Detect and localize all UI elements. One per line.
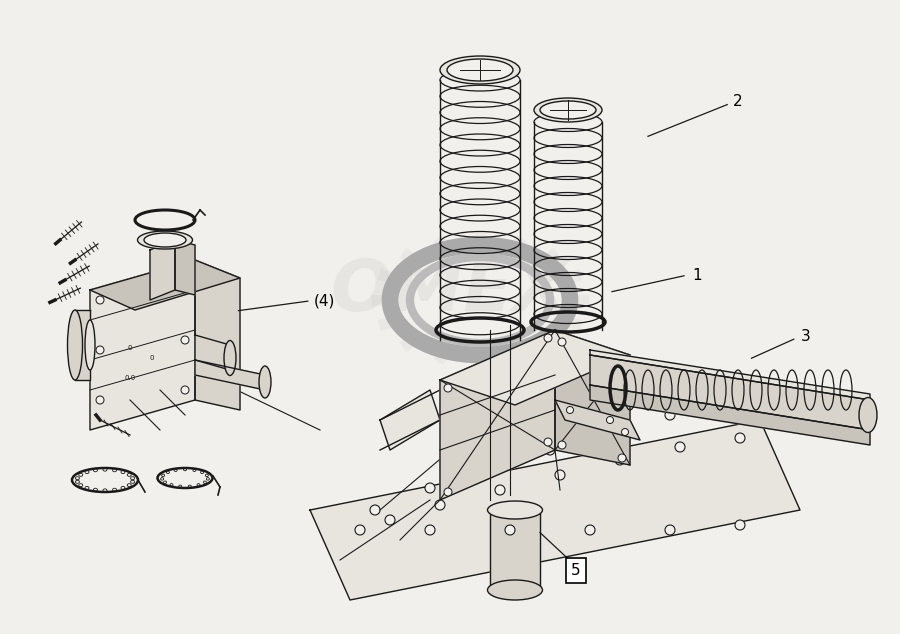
- Ellipse shape: [488, 580, 543, 600]
- Ellipse shape: [224, 340, 236, 375]
- Circle shape: [435, 500, 445, 510]
- Circle shape: [355, 525, 365, 535]
- Polygon shape: [380, 390, 440, 450]
- Circle shape: [545, 445, 555, 455]
- Circle shape: [555, 470, 565, 480]
- Text: 3: 3: [801, 328, 810, 344]
- Circle shape: [425, 483, 435, 493]
- Ellipse shape: [259, 366, 271, 398]
- Circle shape: [495, 485, 505, 495]
- Circle shape: [505, 525, 515, 535]
- Ellipse shape: [488, 501, 543, 519]
- Circle shape: [370, 505, 380, 515]
- Text: OMEX: OMEX: [331, 257, 569, 326]
- Polygon shape: [90, 260, 195, 430]
- Text: 1: 1: [693, 268, 702, 283]
- Circle shape: [181, 386, 189, 394]
- Circle shape: [544, 438, 552, 446]
- Circle shape: [665, 525, 675, 535]
- Text: 5: 5: [572, 563, 580, 578]
- Polygon shape: [195, 335, 230, 370]
- Ellipse shape: [859, 398, 877, 432]
- Circle shape: [544, 334, 552, 342]
- Circle shape: [425, 525, 435, 535]
- Circle shape: [444, 488, 452, 496]
- Circle shape: [735, 520, 745, 530]
- Polygon shape: [590, 350, 870, 400]
- Polygon shape: [590, 355, 870, 430]
- Ellipse shape: [540, 101, 596, 119]
- Ellipse shape: [138, 231, 193, 249]
- Circle shape: [607, 417, 614, 424]
- Polygon shape: [440, 330, 630, 405]
- Text: 0.0: 0.0: [124, 375, 136, 381]
- Circle shape: [385, 515, 395, 525]
- Circle shape: [566, 406, 573, 413]
- Circle shape: [181, 336, 189, 344]
- Circle shape: [585, 525, 595, 535]
- Polygon shape: [440, 330, 555, 500]
- Polygon shape: [175, 240, 195, 295]
- Circle shape: [615, 455, 625, 465]
- Circle shape: [485, 463, 495, 473]
- Circle shape: [558, 338, 566, 346]
- Ellipse shape: [440, 56, 520, 84]
- Polygon shape: [195, 260, 240, 410]
- Circle shape: [665, 410, 675, 420]
- Circle shape: [622, 429, 628, 436]
- Ellipse shape: [447, 59, 513, 81]
- Polygon shape: [90, 260, 240, 310]
- Polygon shape: [75, 310, 90, 380]
- Text: 0: 0: [149, 355, 154, 361]
- Circle shape: [96, 346, 104, 354]
- Circle shape: [675, 442, 685, 452]
- Circle shape: [605, 427, 615, 437]
- Ellipse shape: [85, 320, 95, 370]
- Polygon shape: [490, 510, 540, 590]
- Circle shape: [181, 271, 189, 279]
- Polygon shape: [590, 385, 870, 445]
- Text: (4): (4): [313, 294, 335, 309]
- Text: 2: 2: [734, 94, 742, 109]
- Circle shape: [96, 296, 104, 304]
- Circle shape: [96, 396, 104, 404]
- Circle shape: [735, 433, 745, 443]
- Polygon shape: [150, 240, 175, 300]
- Ellipse shape: [68, 310, 83, 380]
- Polygon shape: [195, 360, 265, 390]
- Circle shape: [618, 358, 626, 366]
- Circle shape: [618, 454, 626, 462]
- Circle shape: [558, 441, 566, 449]
- Circle shape: [725, 395, 735, 405]
- Circle shape: [444, 384, 452, 392]
- Polygon shape: [555, 330, 630, 465]
- Polygon shape: [310, 420, 800, 600]
- Ellipse shape: [534, 98, 602, 122]
- Polygon shape: [555, 400, 640, 440]
- Polygon shape: [560, 340, 630, 380]
- Text: 0: 0: [128, 345, 132, 351]
- Ellipse shape: [144, 233, 186, 247]
